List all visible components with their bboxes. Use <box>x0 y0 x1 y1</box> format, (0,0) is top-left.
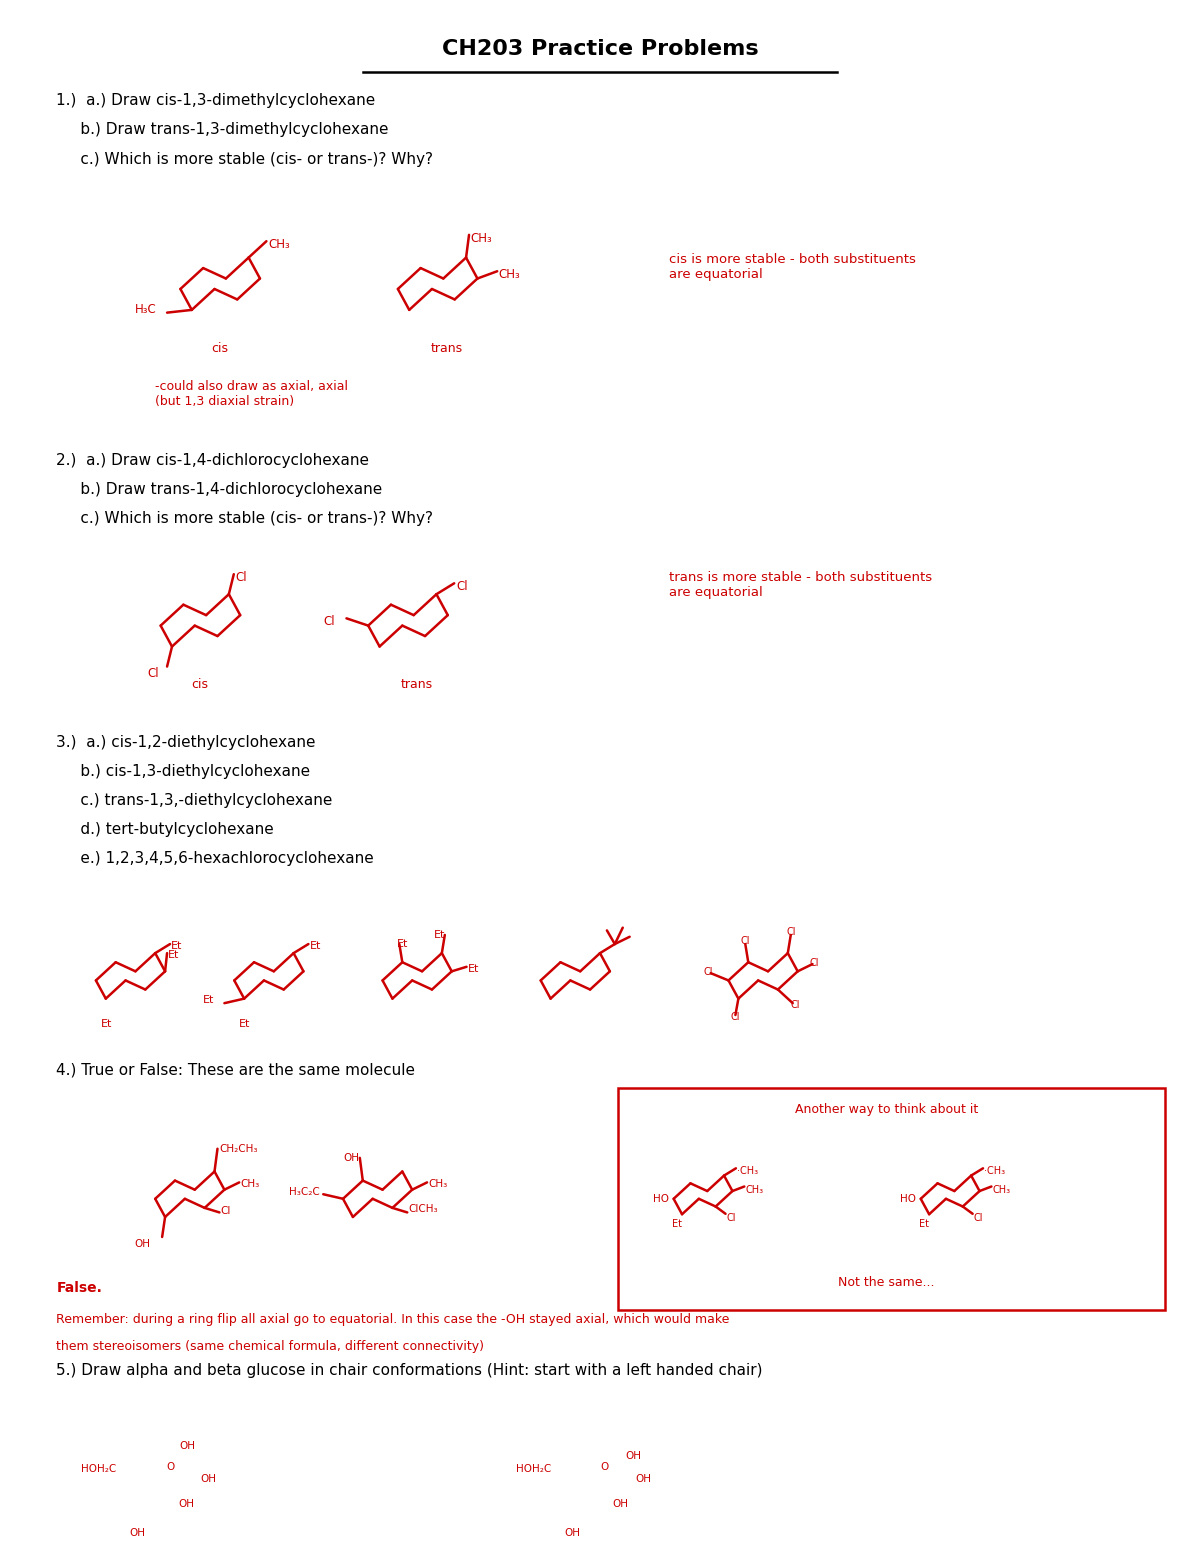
Text: them stereoisomers (same chemical formula, different connectivity): them stereoisomers (same chemical formul… <box>56 1340 485 1353</box>
Text: Cl: Cl <box>221 1205 230 1216</box>
Text: OH: OH <box>134 1239 150 1249</box>
Text: Cl: Cl <box>148 668 158 680</box>
Text: H₃C: H₃C <box>134 303 156 317</box>
Text: OH: OH <box>178 1499 194 1508</box>
Text: c.) Which is more stable (cis- or trans-)? Why?: c.) Which is more stable (cis- or trans-… <box>56 152 433 166</box>
Text: 2.)  a.) Draw cis-1,4-dichlorocyclohexane: 2.) a.) Draw cis-1,4-dichlorocyclohexane <box>56 453 370 467</box>
Text: Et: Et <box>310 941 320 952</box>
Text: CH203 Practice Problems: CH203 Practice Problems <box>442 39 758 59</box>
Text: Not the same...: Not the same... <box>839 1277 935 1289</box>
Text: b.) Draw trans-1,4-dichlorocyclohexane: b.) Draw trans-1,4-dichlorocyclohexane <box>56 481 383 497</box>
Text: OH: OH <box>636 1474 652 1483</box>
Text: OH: OH <box>179 1441 194 1451</box>
Text: OH: OH <box>613 1499 629 1508</box>
Text: Cl: Cl <box>810 958 820 968</box>
Text: O: O <box>601 1463 610 1472</box>
Text: CH₃: CH₃ <box>269 238 290 250</box>
Text: CH₃: CH₃ <box>470 231 492 245</box>
Text: OH: OH <box>130 1528 145 1537</box>
Text: Et: Et <box>434 930 445 941</box>
FancyBboxPatch shape <box>618 1087 1165 1309</box>
Text: H₃C₂C: H₃C₂C <box>289 1186 319 1196</box>
Text: e.) 1,2,3,4,5,6-hexachlorocyclohexane: e.) 1,2,3,4,5,6-hexachlorocyclohexane <box>56 851 374 867</box>
Text: OH: OH <box>625 1451 642 1461</box>
Text: 1.)  a.) Draw cis-1,3-dimethylcyclohexane: 1.) a.) Draw cis-1,3-dimethylcyclohexane <box>56 93 376 109</box>
Text: Cl: Cl <box>235 572 247 584</box>
Text: Cl: Cl <box>973 1213 983 1222</box>
Text: c.) Which is more stable (cis- or trans-)? Why?: c.) Which is more stable (cis- or trans-… <box>56 511 433 526</box>
Text: 5.) Draw alpha and beta glucose in chair conformations (Hint: start with a left : 5.) Draw alpha and beta glucose in chair… <box>56 1362 763 1378</box>
Text: HO: HO <box>653 1194 668 1204</box>
Text: Et: Et <box>239 1019 251 1028</box>
Text: HOH₂C: HOH₂C <box>516 1464 551 1474</box>
Text: O: O <box>166 1463 174 1472</box>
Text: CH₂CH₃: CH₂CH₃ <box>220 1145 258 1154</box>
Text: cis: cis <box>211 342 228 354</box>
Text: ·CH₃: ·CH₃ <box>984 1166 1006 1177</box>
Text: CH₃: CH₃ <box>428 1179 448 1188</box>
Text: Et: Et <box>101 1019 113 1028</box>
Text: CH₃: CH₃ <box>498 267 520 281</box>
Text: Et: Et <box>468 964 479 974</box>
Text: Another way to think about it: Another way to think about it <box>796 1103 978 1117</box>
Text: OH: OH <box>200 1474 217 1483</box>
Text: trans: trans <box>431 342 463 354</box>
Text: b.) cis-1,3-diethylcyclohexane: b.) cis-1,3-diethylcyclohexane <box>56 764 311 780</box>
Text: CH₃: CH₃ <box>240 1179 259 1188</box>
Text: ClCH₃: ClCH₃ <box>408 1204 438 1214</box>
Text: cis is more stable - both substituents
are equatorial: cis is more stable - both substituents a… <box>670 253 916 281</box>
Text: Et: Et <box>919 1219 929 1228</box>
Text: 4.) True or False: These are the same molecule: 4.) True or False: These are the same mo… <box>56 1062 415 1078</box>
Text: Cl: Cl <box>456 579 468 593</box>
Text: c.) trans-1,3,-diethylcyclohexane: c.) trans-1,3,-diethylcyclohexane <box>56 794 332 808</box>
Text: HOH₂C: HOH₂C <box>82 1464 116 1474</box>
Text: ·CH₃: ·CH₃ <box>737 1166 758 1177</box>
Text: CH₃: CH₃ <box>745 1185 763 1194</box>
Text: Et: Et <box>168 950 180 960</box>
Text: Cl: Cl <box>786 927 796 936</box>
Text: Et: Et <box>172 941 182 952</box>
Text: Et: Et <box>203 995 214 1005</box>
Text: 3.)  a.) cis-1,2-diethylcyclohexane: 3.) a.) cis-1,2-diethylcyclohexane <box>56 735 316 750</box>
Text: Cl: Cl <box>703 968 713 977</box>
Text: CH₃: CH₃ <box>992 1185 1010 1194</box>
Text: OH: OH <box>343 1154 359 1163</box>
Text: HO: HO <box>900 1194 916 1204</box>
Text: Et: Et <box>397 940 409 949</box>
Text: d.) tert-butylcyclohexane: d.) tert-butylcyclohexane <box>56 822 274 837</box>
Text: trans: trans <box>401 679 433 691</box>
Text: cis: cis <box>191 679 208 691</box>
Text: OH: OH <box>564 1528 581 1537</box>
Text: False.: False. <box>56 1281 102 1295</box>
Text: Cl: Cl <box>731 1013 739 1022</box>
Text: Remember: during a ring flip all axial go to equatorial. In this case the -OH st: Remember: during a ring flip all axial g… <box>56 1312 730 1326</box>
Text: Cl: Cl <box>324 615 335 627</box>
Text: -could also draw as axial, axial
(but 1,3 diaxial strain): -could also draw as axial, axial (but 1,… <box>155 380 348 408</box>
Text: trans is more stable - both substituents
are equatorial: trans is more stable - both substituents… <box>670 572 932 599</box>
Text: b.) Draw trans-1,3-dimethylcyclohexane: b.) Draw trans-1,3-dimethylcyclohexane <box>56 123 389 138</box>
Text: Cl: Cl <box>740 936 750 946</box>
Text: Cl: Cl <box>791 1000 799 1009</box>
Text: Et: Et <box>672 1219 682 1228</box>
Text: Cl: Cl <box>726 1213 736 1222</box>
